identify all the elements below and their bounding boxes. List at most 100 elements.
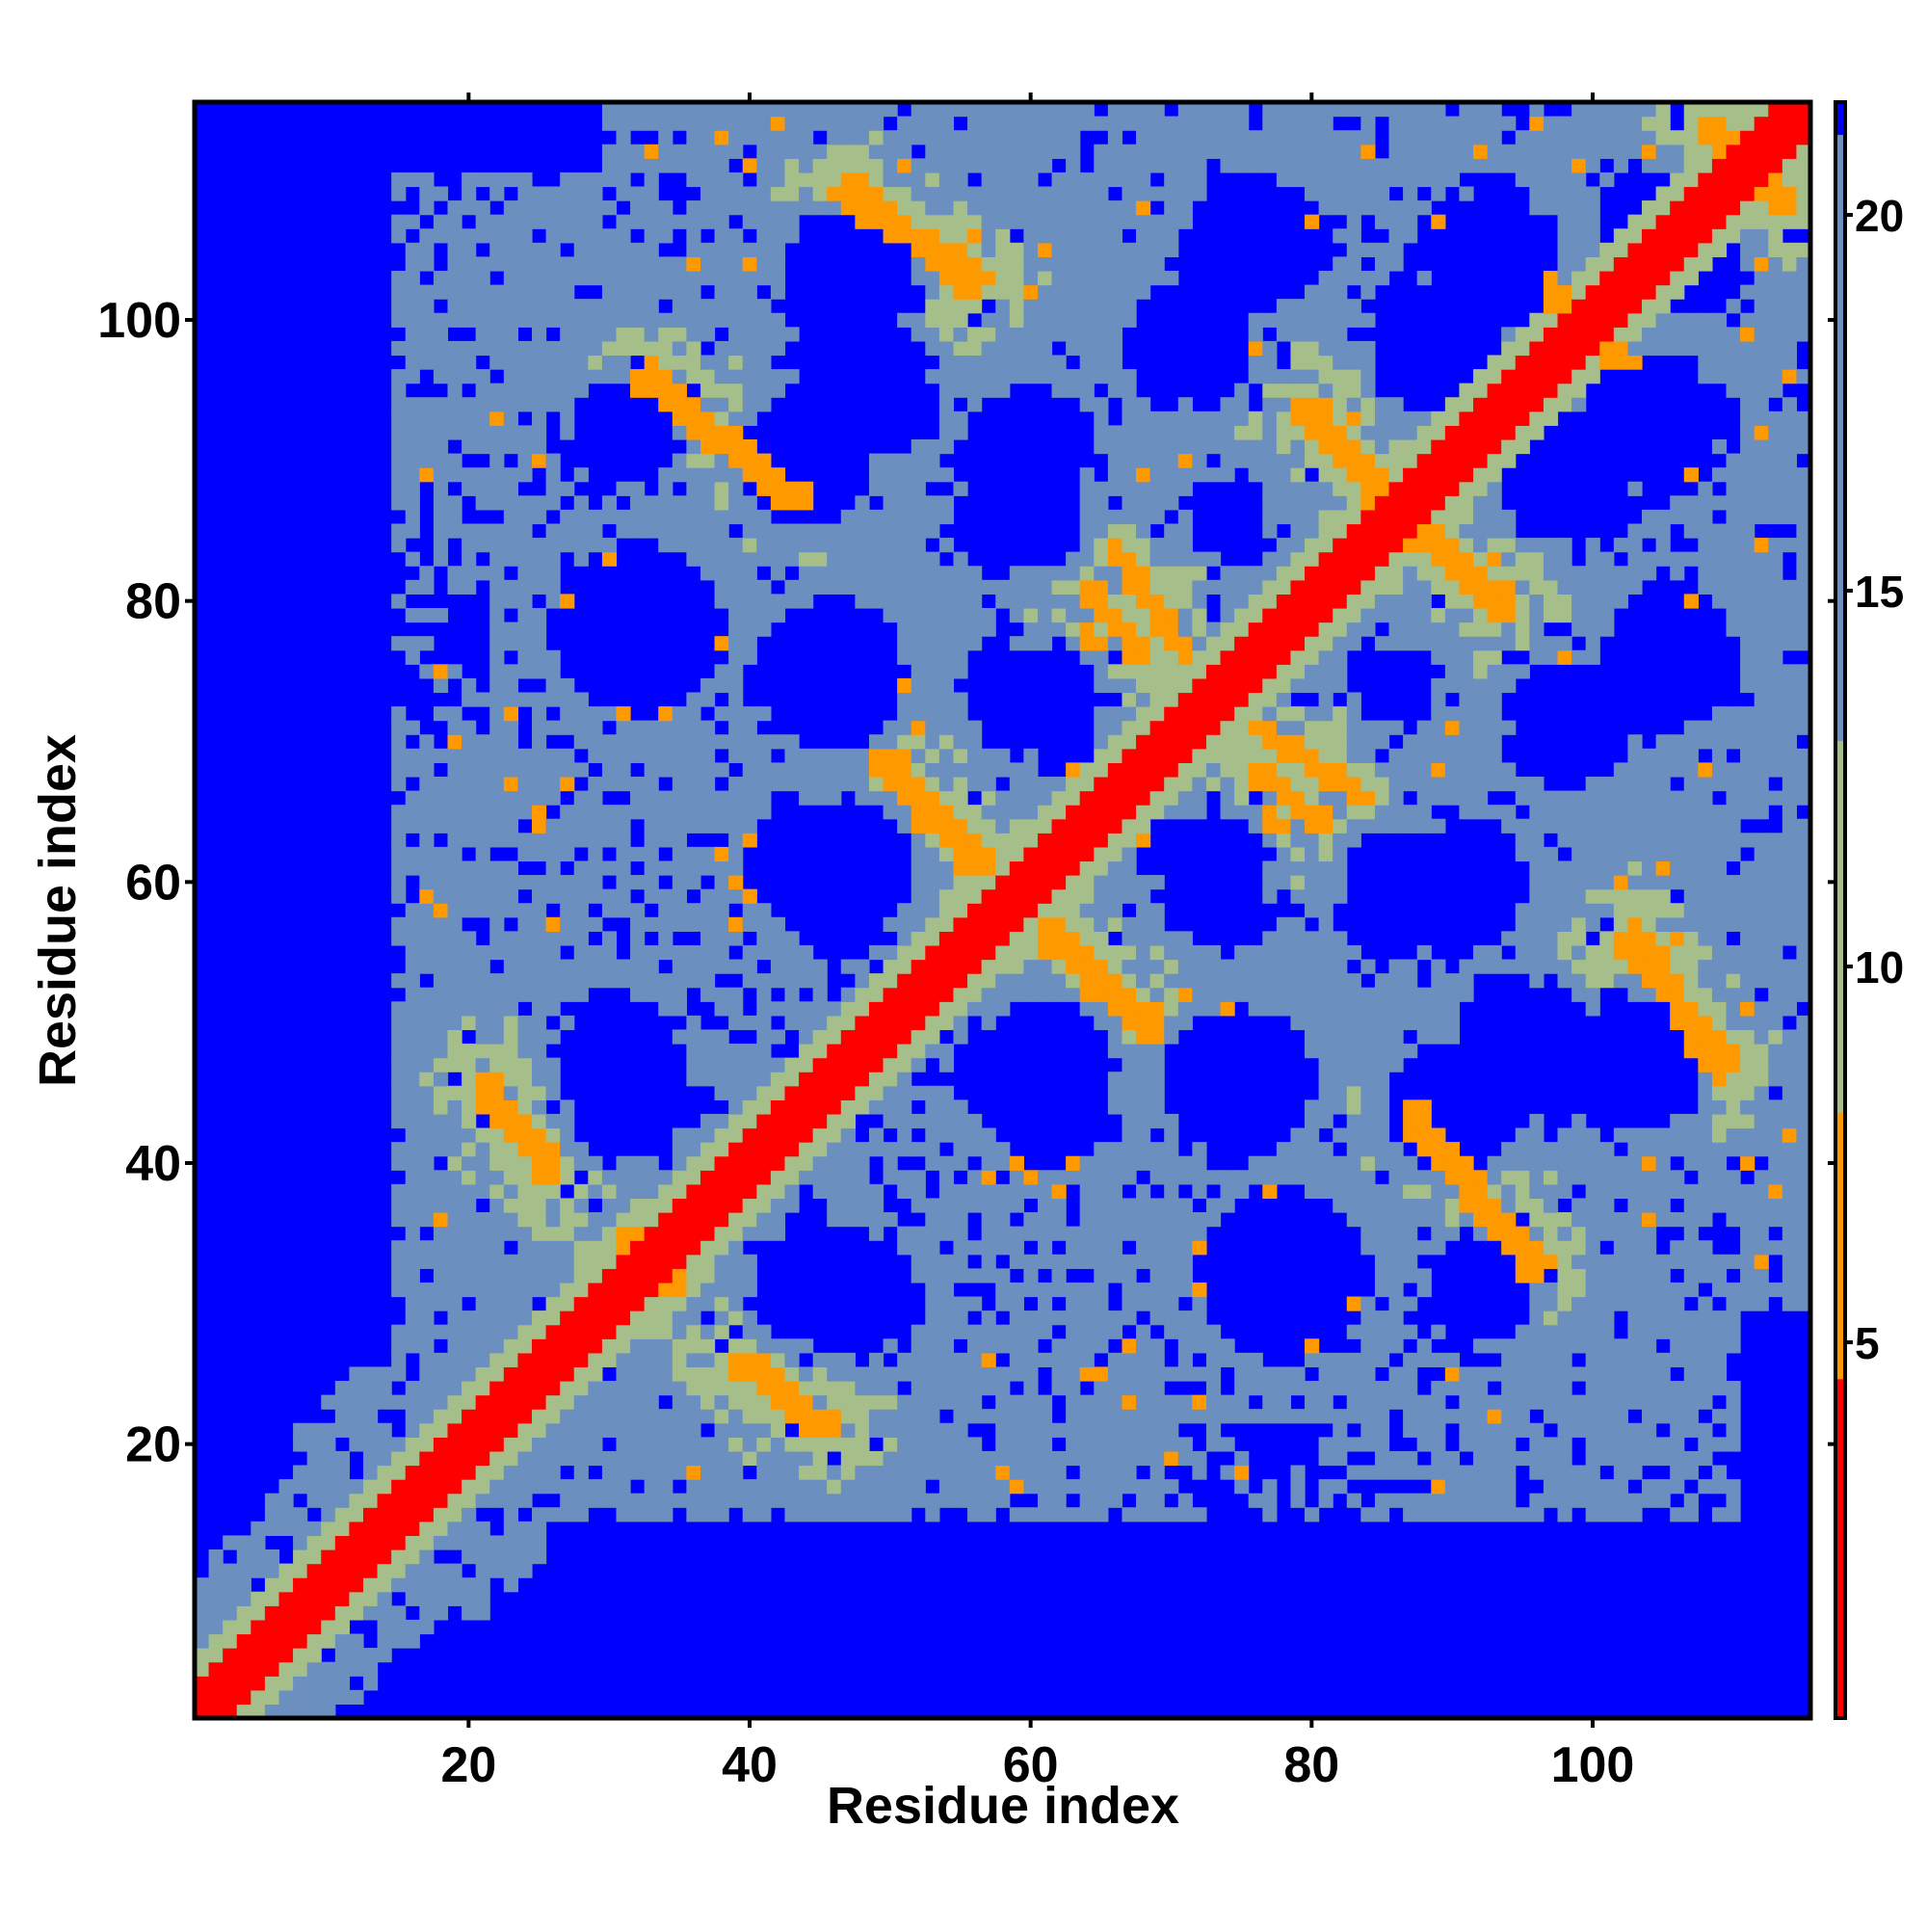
- heatmap-cell: [531, 903, 547, 918]
- heatmap-cell: [1122, 1170, 1137, 1185]
- heatmap-cell: [1094, 649, 1109, 665]
- heatmap-cell: [1248, 594, 1263, 609]
- heatmap-cell: [658, 720, 673, 735]
- heatmap-cell: [1305, 1099, 1320, 1115]
- heatmap-cell: [475, 1521, 490, 1537]
- heatmap-cell: [714, 509, 729, 525]
- heatmap-cell: [1079, 762, 1095, 778]
- heatmap-cell: [770, 944, 786, 961]
- heatmap-cell: [1149, 1001, 1165, 1017]
- heatmap-cell: [1122, 453, 1137, 468]
- heatmap-cell: [573, 720, 589, 735]
- heatmap-cell: [1318, 410, 1333, 426]
- heatmap-cell: [911, 312, 926, 328]
- heatmap-cell: [475, 748, 490, 763]
- heatmap-cell: [545, 1254, 561, 1269]
- heatmap-cell: [953, 200, 968, 216]
- heatmap-cell: [938, 1183, 955, 1200]
- heatmap-cell: [1037, 1310, 1053, 1326]
- heatmap-cell: [489, 1142, 505, 1157]
- heatmap-cell: [1122, 959, 1137, 974]
- heatmap-cell: [1318, 116, 1333, 131]
- heatmap-cell: [1122, 706, 1137, 722]
- heatmap-cell: [1122, 1366, 1137, 1382]
- heatmap-cell: [447, 987, 462, 1002]
- heatmap-cell: [601, 1493, 618, 1508]
- heatmap-cell: [700, 172, 716, 188]
- heatmap-cell: [658, 973, 673, 989]
- heatmap-cell: [714, 888, 729, 904]
- heatmap-cell: [981, 1465, 996, 1480]
- heatmap-cell: [728, 1268, 744, 1284]
- heatmap-cell: [1248, 327, 1263, 342]
- heatmap-cell: [447, 312, 462, 328]
- heatmap-cell: [1192, 959, 1207, 974]
- heatmap-cell: [1079, 636, 1095, 651]
- heatmap-cell: [1234, 594, 1250, 609]
- heatmap-cell: [742, 383, 757, 398]
- heatmap-cell: [1192, 1226, 1207, 1241]
- heatmap-cell: [1066, 1338, 1081, 1354]
- heatmap-cell: [616, 1450, 631, 1467]
- heatmap-cell: [1037, 214, 1053, 229]
- heatmap-cell: [1009, 903, 1024, 918]
- heatmap-cell: [995, 1381, 1011, 1396]
- heatmap-cell: [784, 172, 800, 188]
- heatmap-cell: [1164, 214, 1179, 229]
- heatmap-cell: [700, 1437, 716, 1452]
- heatmap-cell: [1066, 762, 1081, 778]
- heatmap-cell: [1318, 1381, 1333, 1396]
- heatmap-cell: [1122, 410, 1137, 426]
- heatmap-cell: [419, 1324, 435, 1339]
- heatmap-cell: [799, 1057, 814, 1072]
- heatmap-cell: [1122, 172, 1137, 188]
- heatmap-cell: [517, 1450, 533, 1467]
- heatmap-cell: [855, 1072, 870, 1087]
- heatmap-cell: [658, 748, 673, 763]
- heatmap-cell: [462, 1170, 477, 1185]
- heatmap-cell: [1177, 1198, 1193, 1213]
- heatmap-cell: [601, 1310, 618, 1326]
- heatmap-cell: [588, 1409, 603, 1424]
- heatmap-cell: [883, 1113, 898, 1129]
- heatmap-cell: [967, 1437, 983, 1452]
- heatmap-cell: [953, 916, 968, 932]
- heatmap-cell: [1248, 1352, 1263, 1368]
- heatmap-cell: [517, 987, 533, 1002]
- heatmap-cell: [644, 200, 659, 216]
- heatmap-cell: [953, 327, 968, 342]
- heatmap-cell: [644, 805, 659, 820]
- heatmap-cell: [1037, 987, 1053, 1002]
- heatmap-cell: [1318, 677, 1333, 694]
- heatmap-cell: [799, 1437, 814, 1452]
- heatmap-cell: [925, 523, 940, 539]
- heatmap-cell: [391, 734, 407, 750]
- heatmap-cell: [1009, 158, 1024, 173]
- heatmap-cell: [855, 1493, 870, 1508]
- heatmap-cell: [447, 1127, 462, 1143]
- heatmap-cell: [840, 1198, 856, 1213]
- heatmap-cell: [1107, 566, 1123, 581]
- heatmap-cell: [770, 931, 786, 946]
- heatmap-cell: [967, 1394, 983, 1410]
- heatmap-cell: [1318, 692, 1333, 707]
- heatmap-cell: [827, 1479, 842, 1495]
- heatmap-cell: [517, 355, 533, 370]
- heatmap-cell: [953, 1226, 968, 1241]
- heatmap-cell: [545, 833, 561, 848]
- heatmap-cell: [1177, 1437, 1193, 1452]
- heatmap-cell: [1305, 607, 1320, 623]
- heatmap-cell: [1290, 776, 1306, 792]
- heatmap-cell: [264, 1549, 280, 1565]
- heatmap-cell: [938, 186, 955, 201]
- heatmap-cell: [911, 805, 926, 820]
- heatmap-cell: [938, 1282, 955, 1298]
- heatmap-cell: [1234, 1465, 1250, 1480]
- heatmap-cell: [391, 538, 407, 553]
- heatmap-cell: [756, 270, 772, 286]
- heatmap-cell: [616, 973, 631, 989]
- heatmap-cell: [1290, 355, 1306, 370]
- heatmap-cell: [658, 495, 673, 511]
- heatmap-cell: [601, 1479, 618, 1495]
- heatmap-cell: [1037, 1198, 1053, 1213]
